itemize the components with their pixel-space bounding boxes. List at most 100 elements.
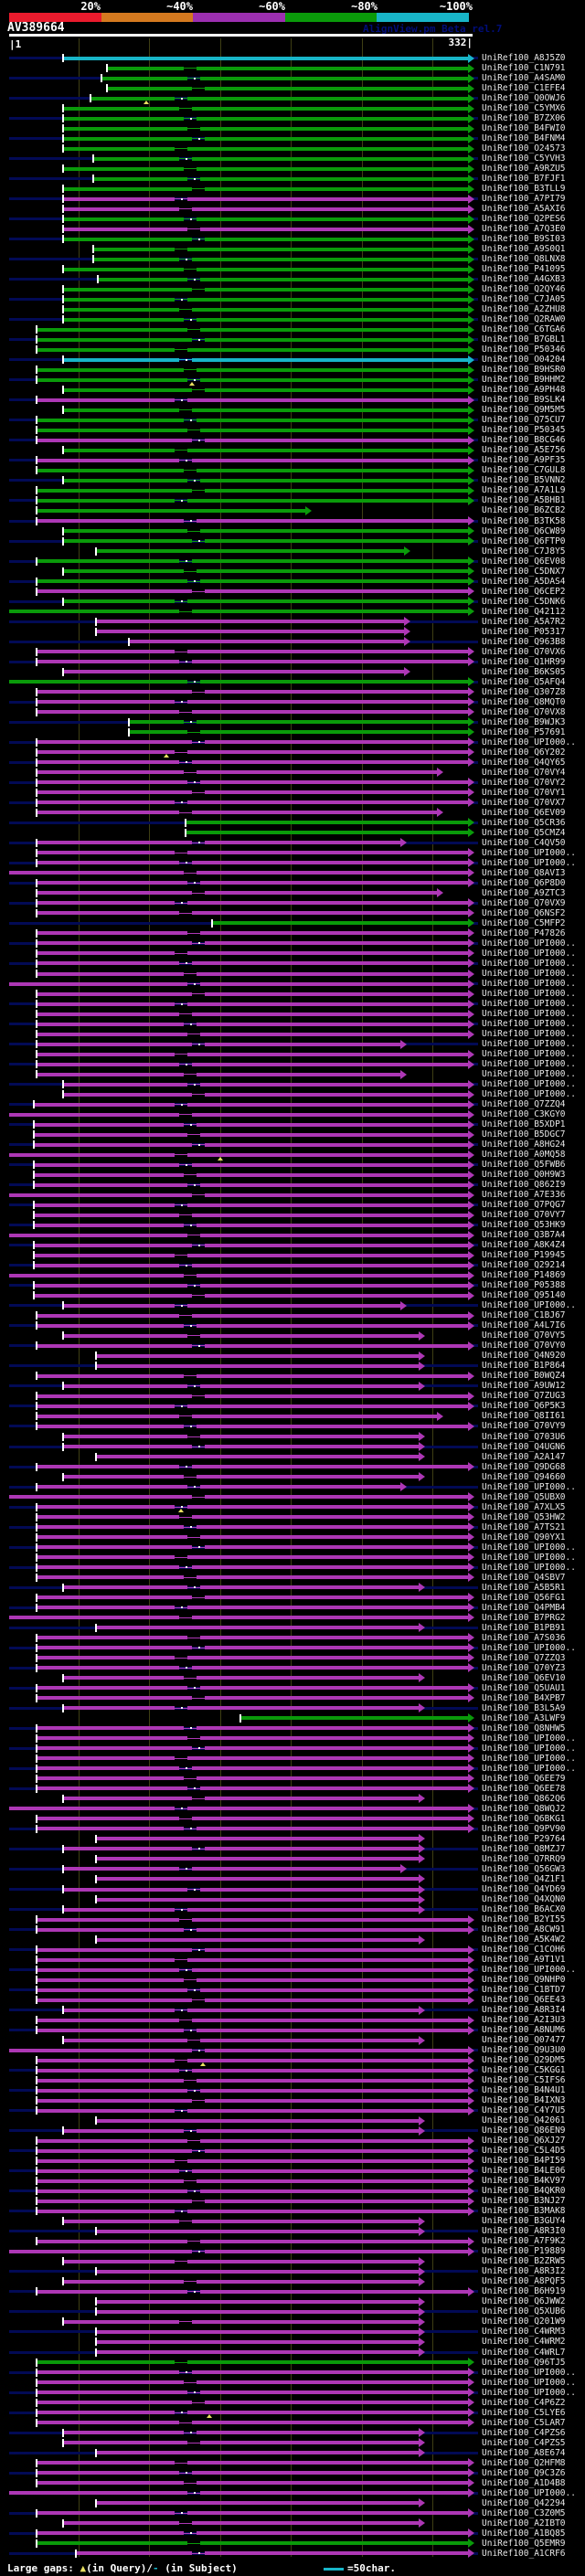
hit-arrowhead[interactable] [468,1341,475,1351]
hit-arrowhead[interactable] [468,969,475,979]
hit-bar[interactable] [37,931,188,936]
hit-label[interactable]: UniRef100_Q5AFQ4 [482,676,566,687]
hit-label[interactable]: UniRef100_C5YMX6 [482,103,566,114]
hit-bar[interactable] [204,790,469,795]
hit-label[interactable]: UniRef100_C5MFP2 [482,917,566,928]
hit-arrowhead[interactable] [468,1965,475,1975]
hit-label[interactable]: UniRef100_A9PH48 [482,385,566,396]
hit-label[interactable]: UniRef100_A7XLX5 [482,1501,566,1512]
hit-bar[interactable] [37,2239,188,2243]
hit-bar[interactable] [37,377,188,382]
hit-arrowhead[interactable] [468,1774,475,1784]
hit-bar[interactable] [187,1606,469,1610]
hit-bar[interactable] [191,257,469,261]
hit-bar[interactable] [37,1967,179,1972]
hit-arrowhead[interactable] [468,1945,475,1955]
hit-arrowhead[interactable] [468,1643,475,1653]
hit-bar[interactable] [196,1172,469,1177]
hit-label[interactable]: UniRef100_Q6EV08 [482,556,566,567]
hit-bar[interactable] [196,1726,469,1731]
hit-label[interactable]: UniRef100_A9RZU5 [482,164,566,175]
hit-bar[interactable] [37,1666,179,1670]
hit-label[interactable]: UniRef100_Q56FG1 [482,1592,566,1603]
hit-bar[interactable] [196,720,469,725]
hit-bar[interactable] [204,387,469,392]
hit-bar[interactable] [204,2048,469,2052]
hit-bar[interactable] [37,1736,188,1741]
hit-label[interactable]: UniRef100_A8K4Z4 [482,1240,566,1251]
hit-bar[interactable] [64,126,188,131]
hit-label[interactable]: UniRef100_Q70VX8 [482,706,566,717]
hit-bar[interactable] [37,1052,176,1056]
hit-bar[interactable] [204,1746,469,1751]
hit-bar[interactable] [37,2108,176,2113]
hit-bar[interactable] [37,1696,192,1701]
hit-bar[interactable] [97,2118,419,2123]
hit-bar[interactable] [37,800,176,805]
hit-bar[interactable] [37,700,176,705]
hit-bar[interactable] [64,267,184,271]
hit-label[interactable]: UniRef100_UPI000.. [482,1069,576,1080]
hit-label[interactable]: UniRef100_C4Y7U5 [482,2105,566,2116]
hit-bar[interactable] [187,146,469,151]
hit-arrowhead[interactable] [468,184,475,194]
hit-arrowhead[interactable] [304,505,312,515]
hit-bar[interactable] [200,981,469,986]
hit-bar[interactable] [196,1575,469,1580]
hit-arrowhead[interactable] [468,304,475,314]
hit-bar[interactable] [64,297,176,302]
hit-label[interactable]: UniRef100_B3L5A9 [482,1702,566,1713]
hit-arrowhead[interactable] [468,174,475,184]
hit-arrowhead[interactable] [418,1854,425,1864]
hit-bar[interactable] [200,478,469,482]
hit-arrowhead[interactable] [468,425,475,435]
hit-label[interactable]: UniRef100_B7ZX06 [482,113,566,124]
hit-bar[interactable] [204,287,469,292]
hit-label[interactable]: UniRef100_UPI000.. [482,938,576,949]
hit-label[interactable]: UniRef100_A8CW91 [482,1924,566,1935]
hit-label[interactable]: UniRef100_A8E674 [482,2447,566,2458]
hit-label[interactable]: UniRef100_Q9M5M5 [482,405,566,416]
hit-bar[interactable] [108,66,184,70]
hit-arrowhead[interactable] [468,1553,475,1563]
hit-bar[interactable] [37,1313,179,1318]
hit-arrowhead[interactable] [468,2196,475,2206]
hit-bar[interactable] [37,2199,192,2203]
hit-bar[interactable] [196,519,469,523]
hit-label[interactable]: UniRef100_B1P864 [482,1361,566,1372]
hit-bar[interactable] [200,1786,469,1791]
hit-label[interactable]: UniRef100_Q9DG68 [482,1461,566,1472]
hit-bar[interactable] [191,1213,469,1217]
hit-arrowhead[interactable] [468,2025,475,2035]
hit-bar[interactable] [34,1132,188,1137]
hit-arrowhead[interactable] [468,1502,475,1512]
hit-label[interactable]: UniRef100_Q70VX9 [482,897,566,908]
hit-arrowhead[interactable] [468,224,475,234]
hit-bar[interactable] [187,750,469,755]
hit-bar[interactable] [187,1555,469,1560]
hit-arrowhead[interactable] [468,1613,475,1623]
hit-bar[interactable] [97,2299,419,2304]
hit-label[interactable]: UniRef100_B4FWI0 [482,123,566,134]
hit-bar[interactable] [34,1172,184,1177]
hit-label[interactable]: UniRef100_UPI000.. [482,1049,576,1060]
hit-arrowhead[interactable] [468,123,475,133]
hit-bar[interactable] [187,1756,469,1761]
hit-bar[interactable] [37,841,192,845]
hit-arrowhead[interactable] [468,1099,475,1109]
hit-bar[interactable] [64,186,192,191]
hit-label[interactable]: UniRef100_A7TS21 [482,1521,566,1532]
hit-arrowhead[interactable] [404,667,411,677]
hit-arrowhead[interactable] [418,1583,425,1593]
hit-arrowhead[interactable] [404,627,411,637]
hit-bar[interactable] [196,1525,469,1530]
hit-arrowhead[interactable] [468,455,475,465]
hit-bar[interactable] [9,610,179,614]
hit-label[interactable]: UniRef100_Q0OWJ6 [482,93,566,104]
hit-arrowhead[interactable] [468,204,475,214]
hit-bar[interactable] [64,2008,176,2012]
hit-arrowhead[interactable] [404,546,411,557]
hit-arrowhead[interactable] [468,1512,475,1522]
hit-bar[interactable] [64,217,184,221]
hit-arrowhead[interactable] [468,1995,475,2005]
